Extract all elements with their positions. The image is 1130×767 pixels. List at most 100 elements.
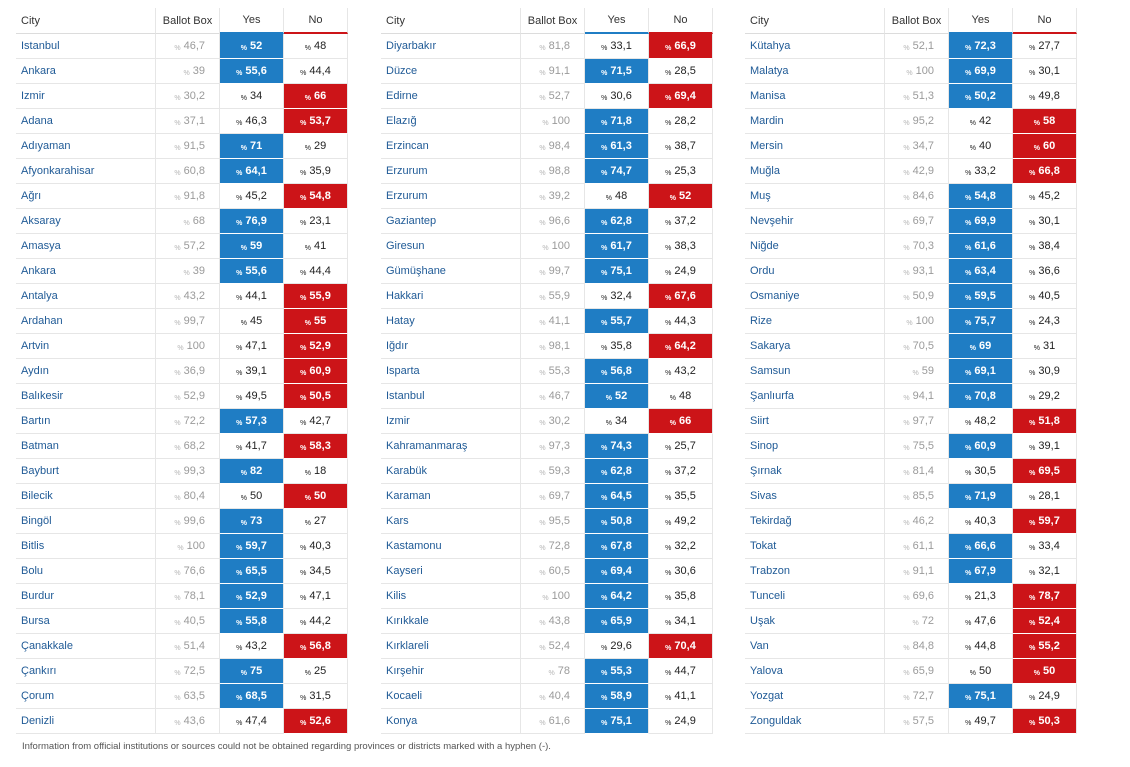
city-name[interactable]: Ankara [16,259,156,284]
city-name[interactable]: Elazığ [381,109,521,134]
city-name[interactable]: Hakkari [381,284,521,309]
city-name[interactable]: Aydın [16,359,156,384]
city-name[interactable]: Çanakkale [16,634,156,659]
city-name[interactable]: Afyonkarahisar [16,159,156,184]
city-name[interactable]: Tokat [745,534,885,559]
yes-pct: % 75,7 [949,309,1013,334]
city-name[interactable]: Yalova [745,659,885,684]
city-name[interactable]: Kocaeli [381,684,521,709]
city-name[interactable]: Ordu [745,259,885,284]
city-name[interactable]: Kahramanmaraş [381,434,521,459]
ballot-box-pct: % 75,5 [885,434,949,459]
no-pct: % 35,5 [649,484,713,509]
city-name[interactable]: Trabzon [745,559,885,584]
city-name[interactable]: Bursa [16,609,156,634]
city-name[interactable]: Batman [16,434,156,459]
city-name[interactable]: Manisa [745,84,885,109]
no-pct-value: 42,7 [309,415,331,427]
yes-pct-value: 58,9 [610,690,632,702]
city-name[interactable]: Çorum [16,684,156,709]
city-name[interactable]: Düzce [381,59,521,84]
city-name[interactable]: Giresun [381,234,521,259]
city-name[interactable]: Sivas [745,484,885,509]
city-name[interactable]: Kayseri [381,559,521,584]
city-name[interactable]: Muş [745,184,885,209]
city-name[interactable]: Kırklareli [381,634,521,659]
percent-sign: % [965,194,972,202]
city-name[interactable]: Erzurum [381,159,521,184]
table-row: Bayburt% 99,3% 82% 18 [16,459,348,484]
city-name[interactable]: Mardin [745,109,885,134]
city-name[interactable]: Ankara [16,59,156,84]
city-name[interactable]: Ağrı [16,184,156,209]
city-name[interactable]: Bolu [16,559,156,584]
city-name[interactable]: Burdur [16,584,156,609]
city-name[interactable]: Zonguldak [745,709,885,734]
city-name[interactable]: Artvin [16,334,156,359]
city-name[interactable]: Erzurum [381,184,521,209]
table-row: Kayseri% 60,5% 69,4% 30,6 [381,559,713,584]
city-name[interactable]: Tunceli [745,584,885,609]
city-name[interactable]: Sakarya [745,334,885,359]
city-name[interactable]: Şanlıurfa [745,384,885,409]
city-name[interactable]: Hatay [381,309,521,334]
city-name[interactable]: Denizli [16,709,156,734]
city-name[interactable]: Karabük [381,459,521,484]
city-name[interactable]: Kars [381,509,521,534]
city-name[interactable]: Edirne [381,84,521,109]
city-name[interactable]: Niğde [745,234,885,259]
city-name[interactable]: Uşak [745,609,885,634]
city-name[interactable]: Samsun [745,359,885,384]
city-name[interactable]: Ardahan [16,309,156,334]
city-name[interactable]: Erzincan [381,134,521,159]
city-name[interactable]: Amasya [16,234,156,259]
table-row: Muş% 84,6% 54,8% 45,2 [745,184,1077,209]
city-name[interactable]: Şırnak [745,459,885,484]
city-name[interactable]: Isparta [381,359,521,384]
city-name[interactable]: Istanbul [381,384,521,409]
yes-pct: % 61,7 [585,234,649,259]
city-name[interactable]: Bartın [16,409,156,434]
city-name[interactable]: Izmir [16,84,156,109]
city-name[interactable]: Kırşehir [381,659,521,684]
city-name[interactable]: Bilecik [16,484,156,509]
city-name[interactable]: Balıkesir [16,384,156,409]
city-name[interactable]: Adana [16,109,156,134]
city-name[interactable]: Tekirdağ [745,509,885,534]
city-name[interactable]: Çankırı [16,659,156,684]
city-name[interactable]: Istanbul [16,34,156,59]
percent-sign: % [965,519,972,527]
city-name[interactable]: Izmir [381,409,521,434]
city-name[interactable]: Sinop [745,434,885,459]
city-name[interactable]: Rize [745,309,885,334]
no-pct-value: 48 [678,390,692,402]
city-name[interactable]: Mersin [745,134,885,159]
city-name[interactable]: Osmaniye [745,284,885,309]
city-name[interactable]: Gaziantep [381,209,521,234]
city-name[interactable]: Karaman [381,484,521,509]
no-pct-value: 52,9 [309,340,331,352]
city-name[interactable]: Bingöl [16,509,156,534]
percent-sign: % [174,494,181,502]
city-name[interactable]: Bayburt [16,459,156,484]
city-name[interactable]: Diyarbakır [381,34,521,59]
city-name[interactable]: Nevşehir [745,209,885,234]
city-name[interactable]: Konya [381,709,521,734]
city-name[interactable]: Iğdır [381,334,521,359]
no-pct-value: 32,2 [674,540,696,552]
city-name[interactable]: Antalya [16,284,156,309]
city-name[interactable]: Siirt [745,409,885,434]
percent-sign: % [174,144,181,152]
city-name[interactable]: Yozgat [745,684,885,709]
city-name[interactable]: Aksaray [16,209,156,234]
city-name[interactable]: Kırıkkale [381,609,521,634]
city-name[interactable]: Kütahya [745,34,885,59]
city-name[interactable]: Adıyaman [16,134,156,159]
city-name[interactable]: Muğla [745,159,885,184]
city-name[interactable]: Kilis [381,584,521,609]
city-name[interactable]: Malatya [745,59,885,84]
city-name[interactable]: Kastamonu [381,534,521,559]
city-name[interactable]: Van [745,634,885,659]
city-name[interactable]: Gümüşhane [381,259,521,284]
city-name[interactable]: Bitlis [16,534,156,559]
